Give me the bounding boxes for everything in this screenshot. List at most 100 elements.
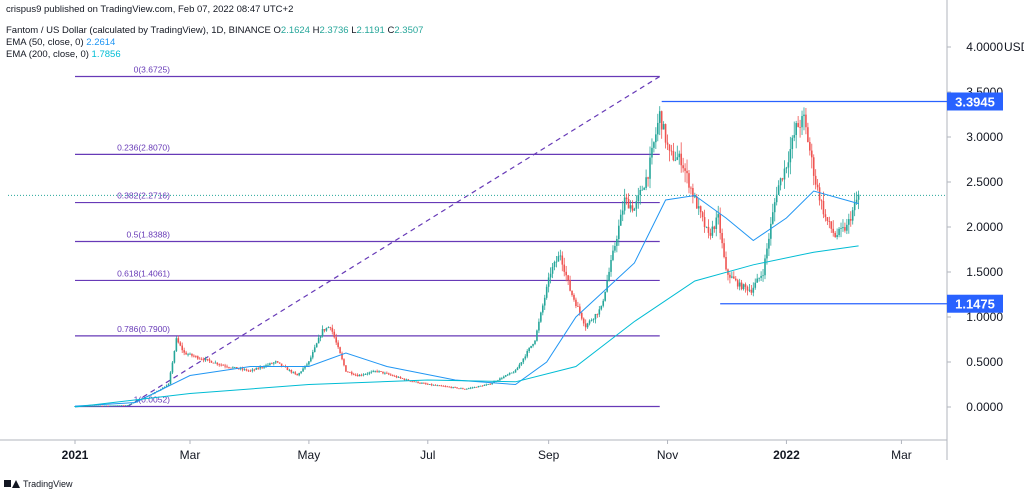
candle-body-74: [218, 364, 221, 366]
candle-body-76: [222, 364, 224, 366]
candle-body-362: [779, 178, 782, 186]
candle-body-110: [288, 370, 291, 371]
candle-body-139: [345, 365, 347, 372]
fib-label-4: 0.618(1.4061): [117, 268, 170, 278]
candle-body-154: [374, 371, 376, 372]
candle-body-339: [734, 278, 737, 281]
candle-body-91: [251, 369, 254, 371]
candle-body-372: [799, 126, 801, 128]
candle-body-21: [115, 405, 117, 407]
candle-body-304: [666, 142, 669, 145]
candle-body-361: [777, 185, 780, 195]
candle-body-306: [670, 150, 673, 152]
candle-body-109: [286, 367, 289, 371]
candle-body-292: [643, 187, 645, 190]
candle-body-239: [540, 312, 542, 322]
candle-body-314: [686, 170, 688, 174]
candle-body-67: [204, 358, 207, 361]
candle-body-374: [803, 114, 805, 117]
fib-label-0: 0(3.6725): [134, 64, 171, 74]
candle-body-376: [807, 127, 809, 143]
candle-body-92: [253, 369, 256, 371]
candle-body-242: [545, 286, 548, 298]
candle-body-351: [758, 277, 760, 279]
candle-body-22: [117, 405, 119, 407]
candle-body-201: [465, 388, 468, 390]
candle-body-120: [308, 361, 310, 365]
candle-body-297: [653, 142, 655, 148]
candle-body-305: [668, 144, 671, 151]
candle-body-10: [93, 405, 96, 407]
candle-body-161: [388, 373, 390, 375]
candle-body-190: [444, 386, 447, 387]
candle-body-328: [713, 226, 716, 229]
candle-body-322: [701, 212, 704, 218]
candle-body-214: [491, 382, 493, 385]
candle-body-12: [97, 405, 100, 407]
candle-body-135: [337, 342, 339, 348]
candle-body-313: [684, 168, 686, 171]
candle-body-341: [738, 282, 741, 287]
candle-body-260: [580, 312, 583, 319]
candle-body-283: [625, 197, 628, 200]
tradingview-footer: TradingView: [4, 478, 73, 489]
candle-body-208: [479, 385, 482, 387]
candle-body-24: [120, 405, 123, 407]
candle-body-307: [672, 151, 675, 161]
candle-body-140: [347, 371, 349, 373]
candle-body-318: [694, 196, 696, 198]
y-tick-label-4: 2.0000: [966, 220, 1003, 234]
candle-body-138: [343, 359, 345, 366]
candle-body-184: [432, 384, 435, 386]
candle-body-66: [202, 359, 205, 361]
fib-label-1: 0.236(2.8070): [117, 142, 170, 152]
candle-body-327: [711, 226, 714, 236]
candle-body-158: [382, 371, 384, 374]
candle-body-14: [101, 405, 104, 407]
candle-body-7: [87, 405, 90, 407]
candle-body-389: [832, 228, 835, 233]
candle-body-229: [520, 362, 523, 365]
candle-body-124: [315, 343, 318, 348]
candle-body-315: [688, 173, 690, 188]
candle-body-320: [697, 206, 700, 209]
candle-body-373: [801, 116, 803, 128]
candle-body-279: [618, 225, 620, 240]
candle-body-388: [830, 221, 833, 229]
candle-body-368: [791, 137, 794, 150]
candle-body-132: [331, 327, 334, 332]
candle-body-6: [85, 405, 88, 407]
candle-body-324: [705, 226, 708, 228]
currency-label: USD: [1004, 40, 1024, 54]
price-chart[interactable]: 0.0000 0.5000 1.0000 1.5000 2.0000 2.5000 3.00…: [0, 0, 1024, 470]
candle-body-17: [107, 405, 109, 407]
candle-body-340: [736, 280, 739, 287]
candle-body-280: [619, 214, 622, 226]
candle-body-350: [756, 278, 759, 283]
candle-body-275: [610, 259, 612, 272]
candle-body-116: [300, 371, 302, 374]
candle-body-321: [699, 206, 702, 213]
candle-body-346: [748, 289, 751, 291]
candle-body-100: [269, 363, 271, 365]
candle-body-356: [768, 238, 770, 249]
candle-body-382: [818, 187, 821, 201]
candle-body-122: [311, 352, 314, 358]
candle-body-23: [119, 405, 121, 407]
ema50-legend: EMA (50, close, 0) 2.2614: [6, 37, 115, 48]
candle-body-250: [561, 255, 564, 265]
y-tick-label-6: 3.0000: [966, 130, 1003, 144]
candle-body-114: [296, 373, 299, 376]
candle-body-170: [405, 379, 408, 381]
candle-body-87: [243, 369, 246, 371]
tradingview-logo-icon: [4, 478, 20, 489]
candle-body-134: [335, 337, 337, 343]
level-badge-0: [947, 92, 1003, 111]
candle-body-9: [91, 405, 94, 407]
candle-body-272: [604, 291, 606, 301]
candle-body-119: [306, 364, 308, 366]
candle-body-348: [752, 287, 755, 293]
candle-body-252: [565, 271, 567, 276]
x-tick-label-4: Sep: [538, 448, 560, 462]
candle-body-227: [516, 367, 519, 371]
